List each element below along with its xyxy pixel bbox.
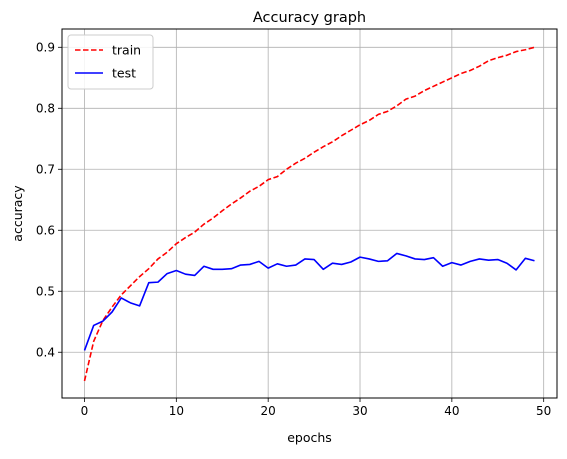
y-tick-label-1: 0.5 xyxy=(36,285,55,299)
y-tick-label-4: 0.8 xyxy=(36,102,55,116)
x-axis-label: epochs xyxy=(287,430,332,445)
series-group xyxy=(83,46,535,382)
x-tick-label-1: 10 xyxy=(169,404,184,418)
grid-lines xyxy=(62,29,557,398)
x-tick-label-5: 50 xyxy=(536,404,551,418)
y-tick-label-2: 0.6 xyxy=(36,224,55,238)
x-tick-label-2: 20 xyxy=(261,404,276,418)
x-axis-ticks: 0 10 20 30 40 50 xyxy=(81,398,551,418)
x-tick-label-0: 0 xyxy=(81,404,89,418)
legend-test-label: test xyxy=(112,66,136,81)
y-axis-label: accuracy xyxy=(10,185,25,242)
series-line-test xyxy=(83,252,535,351)
x-tick-label-3: 30 xyxy=(352,404,367,418)
series-line-train xyxy=(83,46,535,382)
legend-box xyxy=(67,34,154,90)
chart-title: Accuracy graph xyxy=(253,10,366,26)
x-tick-label-4: 40 xyxy=(444,404,459,418)
y-tick-label-5: 0.9 xyxy=(36,41,55,55)
y-axis-ticks: 0.4 0.5 0.6 0.7 0.8 0.9 xyxy=(36,41,62,360)
legend-train-label: train xyxy=(112,43,141,58)
y-tick-label-3: 0.7 xyxy=(36,163,55,177)
legend: train test xyxy=(67,34,154,90)
y-tick-label-0: 0.4 xyxy=(36,346,55,360)
plot-frame xyxy=(61,28,558,399)
